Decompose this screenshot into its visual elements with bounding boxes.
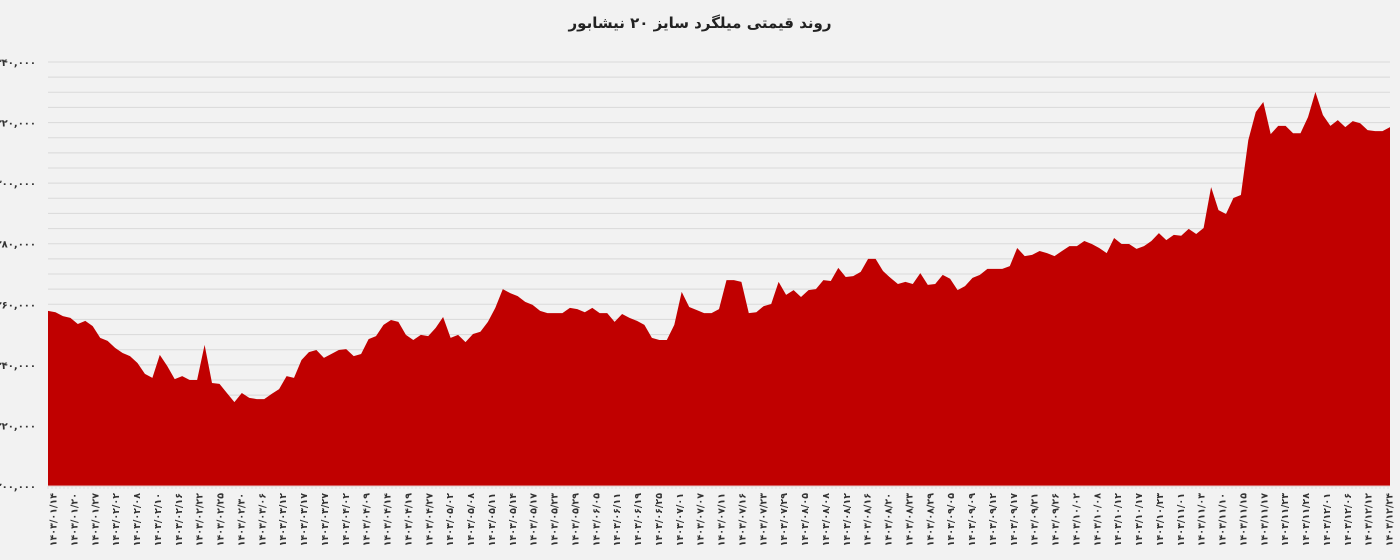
x-tick-label: ۱۴۰۳/۱۱/۲۸ (1301, 493, 1312, 547)
x-tick-label: ۱۴۰۳/۱۱/۱۰ (1218, 493, 1229, 546)
x-tick-label: ۱۴۰۳/۰۸/۲۳ (904, 493, 915, 547)
x-tick-label: ۱۴۰۳/۱۲/۱۲ (1364, 493, 1375, 547)
x-tick-label: ۱۴۰۳/۰۵/۰۲ (445, 493, 456, 547)
x-tick-label: ۱۴۰۳/۰۸/۰۵ (800, 493, 811, 547)
x-tick-label: ۱۴۰۳/۱۱/۰۱ (1176, 493, 1187, 546)
x-tick-label: ۱۴۰۳/۱۱/۱۷ (1259, 493, 1270, 547)
y-tick-label: ۲۴۰,۰۰۰ (0, 361, 36, 372)
x-tick-label: ۱۴۰۳/۰۹/۱۲ (988, 493, 999, 547)
x-tick-label: ۱۴۰۳/۱۲/۰۱ (1322, 493, 1333, 546)
chart-title: روند قیمتی میلگرد سایز ۲۰ نیشابور (568, 14, 832, 32)
area-fill (48, 92, 1390, 486)
x-tick-label: ۱۴۰۳/۰۴/۰۲ (341, 493, 352, 547)
x-tick-label: ۱۴۰۳/۰۶/۰۵ (591, 493, 602, 547)
y-axis: ۲۰۰,۰۰۰ ۲۲۰,۰۰۰ ۲۴۰,۰۰۰ ۲۶۰,۰۰۰ ۲۸۰,۰۰۰ ۳۰۰,۰… (0, 58, 36, 493)
x-tick-label: ۱۴۰۳/۰۲/۱۰ (153, 493, 164, 546)
x-tick-label: ۱۴۰۳/۰۴/۲۷ (424, 493, 435, 547)
x-tick-label: ۱۴۰۳/۰۱/۲۰ (69, 493, 80, 546)
x-tick-label: ۱۴۰۳/۰۶/۲۵ (654, 493, 665, 547)
x-tick-label: ۱۴۰۳/۱۰/۱۷ (1134, 493, 1145, 547)
x-tick-label: ۱۴۰۳/۰۹/۰۹ (967, 493, 978, 547)
x-tick-label: ۱۴۰۳/۰۲/۰۸ (132, 493, 143, 547)
area-series (47, 91, 1391, 486)
x-tick-label: ۱۴۰۳/۱۱/۱۵ (1238, 493, 1249, 547)
x-tick-label: ۱۴۰۳/۱۰/۱۲ (1113, 493, 1124, 547)
x-tick-label: ۱۴۰۳/۰۷/۱۱ (717, 493, 728, 546)
y-tick-label: ۳۰۰,۰۰۰ (0, 179, 36, 190)
x-tick-label: ۱۴۰۳/۰۶/۱۹ (633, 493, 644, 547)
x-tick-label: ۱۴۰۳/۰۷/۰۷ (696, 493, 707, 547)
x-tick-label: ۱۴۰۳/۰۷/۲۳ (758, 493, 769, 547)
y-tick-label: ۲۸۰,۰۰۰ (0, 240, 36, 251)
x-tick-label: ۱۴۰۳/۱۰/۰۸ (1092, 493, 1103, 547)
x-tick-label: ۱۴۰۳/۰۳/۱۲ (278, 493, 289, 547)
x-tick-label: ۱۴۰۳/۱۱/۰۳ (1197, 493, 1208, 547)
x-tick-label: ۱۴۰۳/۰۳/۲۷ (320, 493, 331, 547)
x-tick-label: ۱۴۰۳/۰۷/۲۹ (779, 493, 790, 547)
x-tick-label: ۱۴۰۳/۰۸/۰۸ (821, 493, 832, 547)
x-tick-label: ۱۴۰۳/۰۱/۱۴ (49, 493, 60, 547)
x-tick-label: ۱۴۰۳/۰۹/۲۱ (1030, 493, 1041, 546)
y-tick-label: ۳۴۰,۰۰۰ (0, 58, 36, 69)
x-tick-label: ۱۴۰۳/۰۹/۱۷ (1009, 493, 1020, 547)
x-tick-label: ۱۴۰۳/۰۸/۱۶ (863, 493, 874, 546)
x-tick-label: ۱۴۰۳/۰۵/۱۷ (529, 493, 540, 547)
y-tick-label: ۲۲۰,۰۰۰ (0, 421, 36, 432)
x-tick-label: ۱۴۰۳/۰۸/۲۹ (925, 493, 936, 547)
x-tick-label: ۱۴۰۳/۰۳/۰۶ (257, 493, 268, 546)
x-tick-label: ۱۴۰۳/۰۵/۱۴ (508, 493, 519, 547)
x-tick-label: ۱۴۰۳/۰۴/۱۴ (383, 493, 394, 547)
x-tick-label: ۱۴۰۳/۰۵/۲۹ (570, 493, 581, 547)
x-tick-label: ۱۴۰۳/۱۲/۰۶ (1343, 493, 1354, 546)
x-tick-label: ۱۴۰۳/۰۲/۳۰ (236, 493, 247, 546)
x-tick-label: ۱۴۰۳/۰۵/۲۳ (550, 493, 561, 547)
y-tick-label: ۳۲۰,۰۰۰ (0, 119, 36, 130)
x-tick-label: ۱۴۰۳/۱۲/۲۴ (1385, 493, 1396, 547)
x-tick-label: ۱۴۰۳/۰۲/۱۶ (174, 493, 185, 546)
x-tick-label: ۱۴۰۳/۱۰/۲۳ (1155, 493, 1166, 547)
x-tick-label: ۱۴۰۳/۰۴/۱۹ (403, 493, 414, 547)
x-tick-label: ۱۴۰۳/۰۲/۰۲ (111, 493, 122, 547)
x-tick-label: ۱۴۰۳/۰۲/۲۲ (195, 493, 206, 547)
y-tick-label: ۲۰۰,۰۰۰ (0, 482, 36, 493)
x-tick-label: ۱۴۰۳/۰۷/۰۱ (675, 493, 686, 546)
x-tick-label: ۱۴۰۳/۰۵/۱۱ (487, 493, 498, 546)
x-tick-label: ۱۴۰۳/۰۴/۰۹ (362, 493, 373, 547)
x-axis: ۱۴۰۳/۰۱/۱۴ ۱۴۰۳/۰۱/۲۰ ۱۴۰۳/۰۱/۲۷ ۱۴۰۳/۰۲/۰۲… (47, 485, 1396, 547)
x-tick-label: ۱۴۰۳/۰۱/۲۷ (90, 493, 101, 547)
x-tick-label: ۱۴۰۳/۰۲/۲۵ (216, 493, 227, 547)
x-tick-label: ۱۴۰۳/۰۹/۰۵ (946, 493, 957, 547)
x-tick-label: ۱۴۰۳/۱۰/۰۲ (1071, 493, 1082, 547)
x-tick-label: ۱۴۰۳/۰۷/۱۶ (737, 493, 748, 546)
y-tick-label: ۲۶۰,۰۰۰ (0, 300, 36, 311)
x-tick-label: ۱۴۰۳/۰۸/۱۲ (842, 493, 853, 547)
x-tick-label: ۱۴۰۳/۱۱/۲۳ (1280, 493, 1291, 547)
x-tick-label: ۱۴۰۳/۰۹/۲۶ (1051, 493, 1062, 546)
x-tick-label: ۱۴۰۳/۰۵/۰۸ (466, 493, 477, 547)
x-tick-label: ۱۴۰۳/۰۸/۲۰ (884, 493, 895, 546)
x-tick-label: ۱۴۰۳/۰۳/۱۷ (299, 493, 310, 547)
x-tick-label: ۱۴۰۳/۰۶/۱۱ (612, 493, 623, 546)
